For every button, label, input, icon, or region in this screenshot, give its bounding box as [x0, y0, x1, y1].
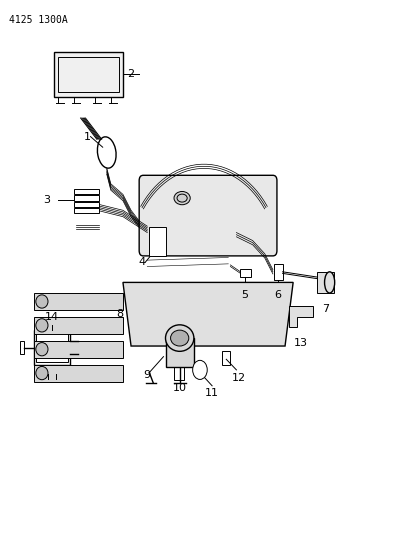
Text: 6: 6 — [274, 290, 281, 301]
Bar — [74, 208, 99, 214]
Bar — [222, 351, 231, 365]
Text: 8: 8 — [116, 309, 123, 319]
Bar — [74, 202, 99, 207]
Text: 9: 9 — [144, 370, 151, 380]
Text: 12: 12 — [231, 373, 246, 383]
Ellipse shape — [36, 367, 48, 379]
Bar — [274, 264, 283, 280]
Bar — [149, 227, 166, 256]
Polygon shape — [34, 365, 123, 382]
Bar — [74, 196, 99, 201]
Bar — [58, 57, 119, 92]
Polygon shape — [289, 306, 313, 327]
Ellipse shape — [174, 191, 190, 205]
Polygon shape — [34, 293, 123, 310]
Circle shape — [193, 360, 207, 379]
Ellipse shape — [36, 343, 48, 356]
Bar — [131, 304, 141, 325]
Bar — [20, 341, 24, 354]
Text: 2: 2 — [127, 69, 134, 79]
Text: 10: 10 — [173, 383, 187, 393]
Polygon shape — [34, 341, 123, 358]
Bar — [54, 52, 123, 97]
Bar — [317, 272, 334, 293]
Text: 13: 13 — [294, 338, 308, 348]
FancyBboxPatch shape — [139, 175, 277, 256]
Text: 14: 14 — [45, 312, 59, 322]
Ellipse shape — [324, 272, 335, 293]
Polygon shape — [34, 317, 123, 334]
Ellipse shape — [98, 137, 116, 168]
Bar — [36, 333, 68, 362]
Bar — [42, 365, 62, 374]
Ellipse shape — [36, 319, 48, 332]
Bar — [240, 269, 251, 277]
Ellipse shape — [166, 325, 194, 351]
Text: 5: 5 — [241, 290, 248, 301]
Polygon shape — [123, 282, 293, 346]
Text: 1: 1 — [84, 132, 91, 142]
Bar — [34, 330, 70, 365]
Text: 3: 3 — [43, 195, 50, 205]
Bar — [174, 365, 184, 381]
Text: 4125 1300A: 4125 1300A — [9, 14, 68, 25]
Text: 4: 4 — [138, 257, 145, 267]
Ellipse shape — [36, 295, 48, 308]
Bar — [74, 189, 99, 195]
Text: 11: 11 — [205, 389, 219, 399]
Ellipse shape — [171, 330, 189, 346]
Text: 7: 7 — [322, 304, 329, 313]
Bar — [166, 338, 194, 367]
